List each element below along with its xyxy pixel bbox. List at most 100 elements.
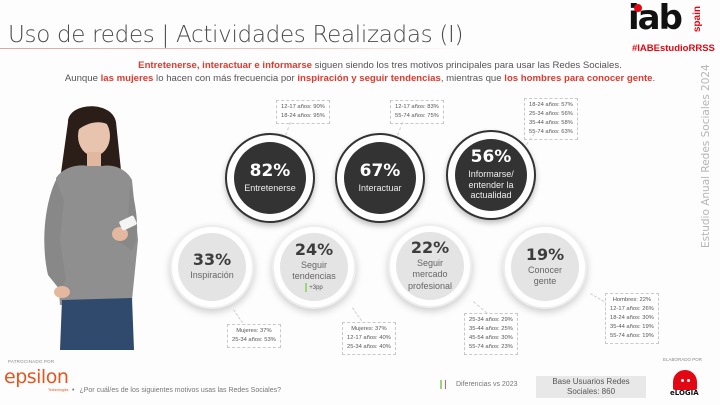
sponsor-label: PATROCINADO POR — [8, 359, 55, 364]
page-title: Uso de redes | Actividades Realizadas (I… — [8, 22, 464, 48]
stat-circle-interactuar: 67% Interactuar — [335, 133, 425, 223]
callout-line: Mujeres: 37% — [236, 328, 272, 334]
elogia-logo-mark — [673, 370, 697, 390]
elogia-logo-text: eLOGIA — [670, 389, 699, 397]
callout-tendencias: Mujeres: 37% 12-17 años: 40% 25-34 años:… — [342, 322, 396, 355]
delta-indicator: +3pp — [305, 283, 323, 293]
callout-connector — [473, 301, 488, 314]
stat-circle-conocer: 19% Conocer gente — [503, 225, 587, 309]
stat-circle-inner: 33% Inspiración — [178, 233, 246, 301]
callout-line: 45-54 años: 30% — [469, 334, 513, 341]
iab-logo-spain: spain — [692, 6, 703, 33]
stat-label: Conocer gente — [527, 264, 563, 286]
iab-spain-logo: iab spain — [628, 0, 708, 42]
elogia-logo-eye — [687, 379, 690, 382]
callout-line: 55-74 años: 23% — [469, 343, 513, 350]
callout-line: 35-44 años: 25% — [469, 325, 513, 332]
callout-line: Mujeres: 37% — [351, 326, 387, 332]
stat-label: Informarse/ entender la actualidad — [468, 168, 514, 201]
callout-line: 25-34 años: 40% — [347, 343, 391, 350]
base-sample-box: Base Usuarios Redes Sociales: 860 — [536, 376, 646, 398]
callout-mercado: 25-34 años: 29% 35-44 años: 25% 45-54 añ… — [464, 313, 518, 355]
subtitle-highlight: los hombres para conocer gente — [504, 73, 653, 84]
callout-line: 55-74 años: 63% — [529, 128, 573, 135]
callout-line: 18-24 años: 30% — [610, 314, 654, 321]
callout-connector — [397, 122, 403, 136]
callout-connector — [285, 122, 291, 136]
stat-percentage: 56% — [470, 146, 512, 167]
base-line-2: Sociales: 860 — [566, 387, 616, 396]
stat-percentage: 19% — [525, 244, 565, 264]
stat-label: Seguir mercado profesional — [407, 258, 453, 291]
elogia-logo: eLOGIA — [670, 370, 700, 400]
callout-connector — [233, 309, 243, 324]
stat-circle-mercado: 22% Seguir mercado profesional — [388, 224, 472, 308]
callout-connector — [590, 293, 605, 302]
callout-line: 35-44 años: 58% — [529, 119, 573, 126]
stat-label: Entretenerse — [244, 182, 296, 193]
stat-circle-inner: 22% Seguir mercado profesional — [396, 232, 464, 300]
callout-line: 12-17 años: 90% — [281, 104, 325, 110]
callout-connector — [352, 307, 362, 322]
delta-value: +3pp — [309, 285, 323, 292]
subtitle-text: siguen siendo los tres motivos principal… — [312, 60, 622, 71]
callout-line: 25-34 años: 56% — [529, 110, 573, 117]
stat-circle-inner: 19% Conocer gente — [511, 233, 579, 301]
callout-line: 25-34 años: 29% — [469, 317, 513, 323]
stat-percentage: 82% — [249, 160, 291, 181]
subtitle-text: Aunque — [64, 73, 101, 84]
stat-percentage: 33% — [192, 250, 232, 270]
callout-line: 12-17 años: 40% — [347, 334, 391, 341]
subtitle-line-1: Entretenerse, interactuar e informarse s… — [0, 60, 720, 71]
subtitle-text: . — [652, 73, 656, 84]
stat-circle-inner: 82% Entretenerse — [234, 142, 306, 214]
epsilon-logo-sub: Technologies — [48, 388, 69, 392]
callout-informarse: 18-24 años: 57% 25-34 años: 56% 35-44 añ… — [524, 98, 578, 140]
stat-circle-inner: 56% Informarse/ entender la actualidad — [455, 139, 527, 211]
subtitle-highlight: las mujeres — [100, 73, 154, 84]
callout-line: 18-24 años: 95% — [281, 112, 325, 119]
callout-inspiracion: Mujeres: 37% 25-34 años: 53% — [227, 324, 281, 348]
title-underline — [0, 48, 460, 49]
subtitle-text: lo hacen con más frecuencia por — [153, 73, 298, 84]
arrow-up-icon — [305, 283, 308, 293]
callout-line: 55-74 años: 75% — [395, 112, 439, 119]
stat-label: Interactuar — [358, 182, 402, 193]
callout-line: 25-34 años: 53% — [232, 336, 276, 343]
callout-line: Hombres: 22% — [612, 297, 652, 303]
elogia-logo-eye — [681, 379, 684, 382]
stat-label: Inspiración — [190, 270, 234, 281]
callout-line: 12-17 años: 26% — [610, 305, 654, 312]
callout-line: 18-24 años: 57% — [529, 102, 573, 108]
subtitle-highlight: Entretenerse, interactuar e informarse — [138, 60, 312, 71]
stat-percentage: 22% — [410, 238, 450, 258]
subtitle-line-2: Aunque las mujeres lo hacen con más frec… — [0, 73, 720, 84]
subtitle-highlight: inspiración y seguir tendencias — [297, 73, 441, 84]
stat-percentage: 24% — [294, 239, 334, 259]
callout-entretenerse: 12-17 años: 90% 18-24 años: 95% — [276, 100, 330, 124]
made-by-label: ELABORADO POR — [663, 357, 703, 362]
stat-percentage: 67% — [359, 160, 401, 181]
callout-line: 35-44 años: 19% — [610, 323, 654, 330]
side-study-label: Estudio Anual Redes Sociales 2024 — [700, 64, 712, 248]
epsilon-logo: epsilon — [4, 366, 69, 388]
arrow-down-icon — [444, 380, 446, 389]
woman-with-phone-image — [44, 106, 138, 350]
arrow-up-icon — [440, 380, 442, 389]
base-line-1: Base Usuarios Redes — [552, 377, 630, 386]
hashtag: #IABEstudioRRSS — [632, 43, 715, 54]
subtitle-text: , mientras que — [440, 73, 505, 84]
stat-circle-entretenerse: 82% Entretenerse — [225, 133, 315, 223]
diff-legend: Diferencias vs 2023 — [440, 380, 517, 389]
callout-line: 12-17 años: 83% — [395, 104, 439, 110]
stat-label: Seguir tendencias — [292, 259, 336, 281]
diff-legend-label: Diferencias vs 2023 — [456, 381, 518, 388]
stat-circle-inner: 24% Seguir tendencias +3pp — [280, 233, 348, 301]
stat-circle-inspiracion: 33% Inspiración — [170, 225, 254, 309]
callout-conocer: Hombres: 22% 12-17 años: 26% 18-24 años:… — [605, 293, 659, 344]
stat-circle-informarse: 56% Informarse/ entender la actualidad — [446, 130, 536, 220]
callout-interactuar: 12-17 años: 83% 55-74 años: 75% — [390, 100, 444, 124]
survey-question: ¿Por cuál/es de los siguientes motivos u… — [72, 387, 281, 394]
stat-circle-tendencias: 24% Seguir tendencias +3pp — [272, 225, 356, 309]
stat-circle-inner: 67% Interactuar — [344, 142, 416, 214]
